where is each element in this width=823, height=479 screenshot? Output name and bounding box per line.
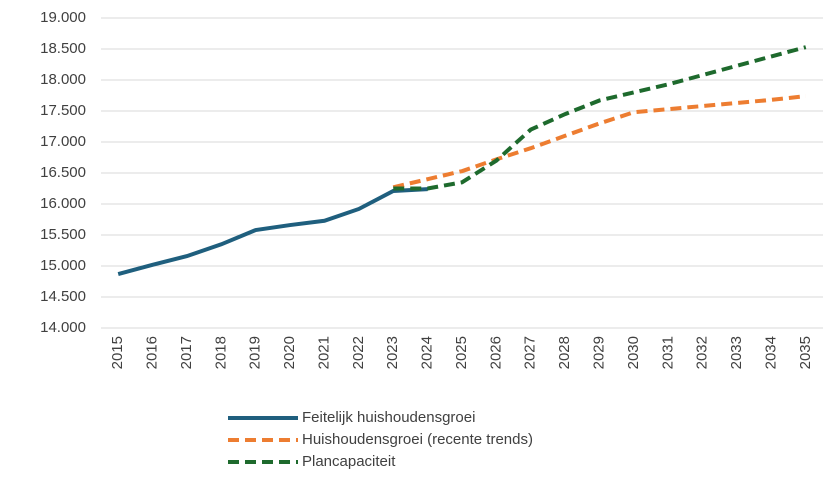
- x-tick-label: 2019: [247, 336, 264, 369]
- y-tick-label: 17.500: [40, 102, 86, 119]
- x-tick-label: 2027: [522, 336, 539, 369]
- legend-label: Feitelijk huishoudensgroei: [302, 409, 475, 426]
- y-tick-label: 16.500: [40, 164, 86, 181]
- x-tick-label: 2034: [762, 336, 779, 369]
- y-tick-label: 14.500: [40, 288, 86, 305]
- x-tick-label: 2035: [797, 336, 814, 369]
- x-tick-label: 2020: [281, 336, 298, 369]
- x-tick-label: 2024: [419, 336, 436, 369]
- x-tick-label: 2017: [178, 336, 195, 369]
- x-tick-label: 2029: [590, 336, 607, 369]
- series-line: [117, 187, 428, 276]
- x-tick-label: 2032: [694, 336, 711, 369]
- y-tick-label: 19.000: [40, 9, 86, 26]
- legend-label: Plancapaciteit: [302, 453, 396, 470]
- y-tick-label: 17.000: [40, 133, 86, 150]
- x-tick-label: 2025: [453, 336, 470, 369]
- x-tick-label: 2028: [556, 336, 573, 369]
- x-tick-label: 2031: [659, 336, 676, 369]
- y-tick-label: 15.500: [40, 226, 86, 243]
- x-tick-label: 2018: [212, 336, 229, 369]
- y-tick-label: 18.000: [40, 71, 86, 88]
- series-line: [393, 45, 807, 191]
- x-tick-label: 2033: [728, 336, 745, 369]
- y-tick-label: 18.500: [40, 40, 86, 57]
- x-tick-label: 2021: [315, 336, 332, 369]
- y-tick-label: 14.000: [40, 319, 86, 336]
- y-tick-label: 16.000: [40, 195, 86, 212]
- x-tick-label: 2023: [384, 336, 401, 369]
- series-line: [392, 94, 807, 190]
- x-tick-label: 2015: [109, 336, 126, 369]
- x-tick-label: 2022: [350, 336, 367, 369]
- x-tick-label: 2030: [625, 336, 642, 369]
- x-tick-label: 2016: [144, 336, 161, 369]
- x-tick-label: 2026: [487, 336, 504, 369]
- legend-label: Huishoudensgroei (recente trends): [302, 431, 533, 448]
- y-tick-label: 15.000: [40, 257, 86, 274]
